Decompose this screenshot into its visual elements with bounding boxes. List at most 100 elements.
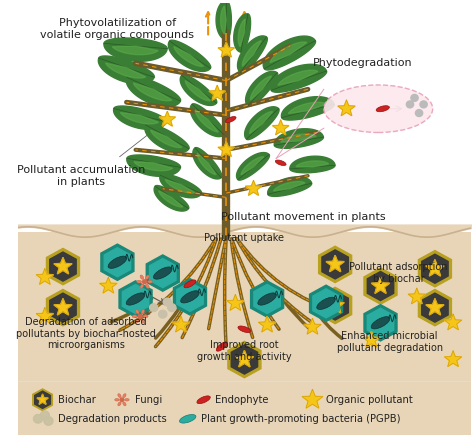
Circle shape — [415, 110, 423, 117]
Polygon shape — [254, 284, 280, 314]
Polygon shape — [234, 14, 251, 52]
Polygon shape — [338, 100, 355, 116]
Bar — [18, 232, 471, 435]
Text: Phytodegradation: Phytodegradation — [312, 58, 412, 68]
Ellipse shape — [123, 394, 126, 398]
Polygon shape — [159, 111, 175, 126]
Polygon shape — [258, 316, 276, 332]
Ellipse shape — [141, 319, 145, 323]
Polygon shape — [126, 76, 181, 107]
Polygon shape — [220, 6, 226, 34]
Ellipse shape — [140, 275, 144, 279]
Polygon shape — [422, 293, 448, 322]
Ellipse shape — [141, 310, 145, 314]
Polygon shape — [367, 308, 394, 337]
Polygon shape — [54, 299, 72, 315]
Circle shape — [420, 101, 427, 108]
Text: Phytovolatilization of
volatile organic compounds: Phytovolatilization of volatile organic … — [40, 18, 194, 39]
Text: Degradation products: Degradation products — [58, 414, 167, 424]
Polygon shape — [193, 148, 222, 179]
Ellipse shape — [180, 414, 196, 423]
Ellipse shape — [238, 326, 251, 332]
Ellipse shape — [123, 402, 126, 406]
Polygon shape — [134, 162, 173, 171]
Polygon shape — [322, 291, 348, 320]
Text: Pollutant movement in plants: Pollutant movement in plants — [221, 212, 386, 222]
Polygon shape — [216, 0, 231, 39]
Polygon shape — [242, 41, 261, 67]
Polygon shape — [146, 255, 179, 291]
Ellipse shape — [125, 399, 129, 401]
Ellipse shape — [115, 399, 119, 401]
Polygon shape — [104, 248, 131, 277]
Polygon shape — [35, 391, 50, 408]
Polygon shape — [288, 102, 326, 113]
Polygon shape — [322, 250, 348, 279]
Polygon shape — [218, 141, 235, 156]
Ellipse shape — [181, 291, 199, 303]
Polygon shape — [302, 389, 323, 408]
Ellipse shape — [136, 310, 139, 314]
Polygon shape — [174, 46, 203, 67]
Polygon shape — [310, 285, 343, 321]
Polygon shape — [282, 97, 334, 120]
Polygon shape — [36, 307, 54, 323]
Ellipse shape — [108, 256, 127, 268]
Polygon shape — [326, 297, 344, 313]
Polygon shape — [273, 181, 305, 191]
Polygon shape — [168, 40, 211, 71]
Polygon shape — [173, 279, 207, 315]
Polygon shape — [159, 191, 183, 207]
Polygon shape — [245, 180, 262, 195]
Ellipse shape — [258, 293, 276, 305]
Polygon shape — [165, 180, 195, 193]
Polygon shape — [180, 75, 217, 106]
Polygon shape — [241, 157, 264, 175]
Polygon shape — [54, 258, 72, 274]
Polygon shape — [426, 260, 444, 276]
Text: Pollutant accumulation
in plants: Pollutant accumulation in plants — [17, 165, 146, 187]
Polygon shape — [251, 281, 283, 317]
Polygon shape — [154, 186, 189, 211]
Ellipse shape — [275, 160, 286, 166]
Circle shape — [168, 304, 176, 311]
Ellipse shape — [317, 297, 336, 310]
Text: Plant growth-promoting bacteria (PGPB): Plant growth-promoting bacteria (PGPB) — [201, 414, 401, 424]
Polygon shape — [274, 129, 323, 148]
Polygon shape — [363, 332, 380, 347]
Polygon shape — [33, 389, 53, 410]
Polygon shape — [250, 76, 272, 100]
Polygon shape — [445, 351, 462, 367]
Text: Endophyte: Endophyte — [215, 395, 268, 405]
Polygon shape — [326, 255, 344, 272]
Polygon shape — [246, 71, 278, 106]
Ellipse shape — [140, 284, 144, 288]
Polygon shape — [100, 277, 117, 293]
Polygon shape — [238, 19, 245, 46]
Text: Pollutant adsorption
by biochar: Pollutant adsorption by biochar — [349, 262, 448, 284]
Ellipse shape — [146, 275, 149, 279]
Polygon shape — [120, 113, 158, 124]
Polygon shape — [273, 120, 289, 135]
Ellipse shape — [143, 315, 148, 318]
Ellipse shape — [126, 293, 145, 305]
Polygon shape — [197, 153, 216, 175]
Text: Degradation of adsorbed
pollutants by biochar-hosted
microorganisms: Degradation of adsorbed pollutants by bi… — [16, 317, 155, 350]
Polygon shape — [426, 299, 444, 315]
Ellipse shape — [147, 280, 153, 283]
Circle shape — [138, 314, 142, 318]
Polygon shape — [114, 106, 166, 129]
Circle shape — [150, 304, 158, 311]
Polygon shape — [50, 293, 76, 322]
Polygon shape — [101, 244, 134, 280]
Circle shape — [163, 298, 172, 306]
Ellipse shape — [371, 317, 390, 329]
Circle shape — [34, 414, 43, 423]
Polygon shape — [112, 46, 158, 55]
Polygon shape — [151, 130, 182, 148]
Polygon shape — [133, 83, 172, 101]
Polygon shape — [372, 277, 390, 293]
Polygon shape — [268, 177, 312, 196]
Polygon shape — [172, 316, 190, 332]
Polygon shape — [250, 112, 273, 134]
